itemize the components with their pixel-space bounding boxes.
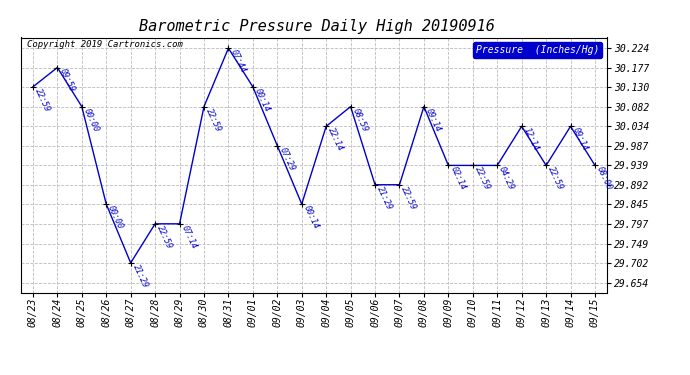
Text: 09:59: 09:59 [57,68,76,94]
Text: 21:29: 21:29 [130,263,150,290]
Text: 07:14: 07:14 [179,224,198,250]
Text: 22:59: 22:59 [204,106,223,133]
Legend: Pressure  (Inches/Hg): Pressure (Inches/Hg) [473,42,602,58]
Text: 00:14: 00:14 [302,204,320,231]
Text: 22:14: 22:14 [326,126,345,153]
Text: 04:29: 04:29 [497,165,516,192]
Text: 08:00: 08:00 [595,165,613,192]
Text: 22:59: 22:59 [33,87,52,113]
Text: 22:59: 22:59 [546,165,565,192]
Text: 07:44: 07:44 [228,48,247,75]
Text: 09:14: 09:14 [424,106,443,133]
Text: 00:00: 00:00 [82,106,101,133]
Text: 00:00: 00:00 [106,204,125,231]
Text: 22:59: 22:59 [400,185,418,211]
Text: 21:29: 21:29 [375,185,394,211]
Text: 07:29: 07:29 [277,146,296,172]
Text: 08:59: 08:59 [351,106,369,133]
Text: Copyright 2019 Cartronics.com: Copyright 2019 Cartronics.com [26,40,182,49]
Text: 12:14: 12:14 [522,126,540,153]
Text: 22:59: 22:59 [155,224,174,250]
Text: 22:59: 22:59 [473,165,491,192]
Text: 00:14: 00:14 [253,87,272,113]
Text: 09:14: 09:14 [571,126,589,153]
Text: Barometric Pressure Daily High 20190916: Barometric Pressure Daily High 20190916 [139,19,495,34]
Text: 02:14: 02:14 [448,165,467,192]
